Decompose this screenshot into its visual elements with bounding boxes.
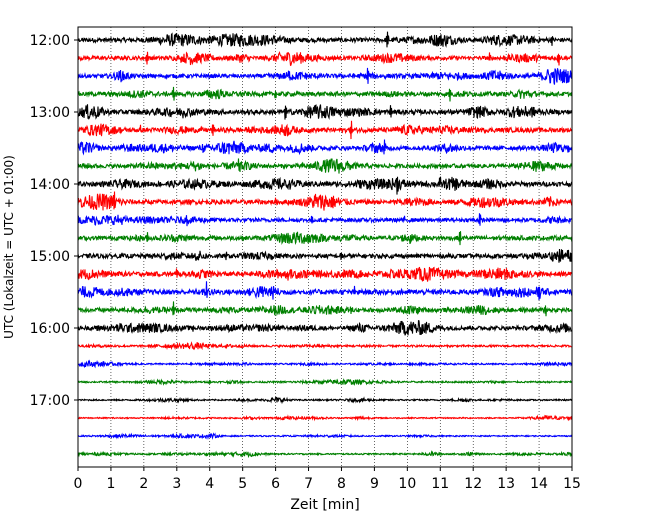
y-tick-label-15:00: 15:00 — [30, 249, 70, 265]
trace-1745 — [77, 449, 573, 459]
x-tick-label-0: 0 — [74, 476, 83, 492]
trace-1230 — [77, 67, 573, 85]
x-tick-label-12: 12 — [464, 476, 482, 492]
trace-1500 — [77, 248, 573, 263]
trace-1445 — [77, 231, 573, 246]
x-axis-label: Zeit [min] — [290, 497, 359, 513]
x-tick-label-3: 3 — [172, 476, 181, 492]
y-axis-ticks: 12:00 13:00 14:00 15:00 16:00 17:00 — [30, 33, 78, 409]
x-tick-label-13: 13 — [497, 476, 515, 492]
trace-1300 — [77, 104, 573, 121]
x-tick-label-1: 1 — [106, 476, 115, 492]
trace-1200 — [77, 31, 573, 48]
trace-1630 — [77, 359, 573, 369]
x-tick-label-5: 5 — [238, 476, 247, 492]
trace-1400 — [77, 176, 573, 195]
trace-1315 — [77, 120, 573, 140]
x-tick-label-7: 7 — [304, 476, 313, 492]
trace-1515 — [77, 266, 573, 282]
y-tick-label-17:00: 17:00 — [30, 393, 70, 409]
x-tick-label-11: 11 — [431, 476, 449, 492]
x-tick-label-6: 6 — [271, 476, 280, 492]
trace-1530 — [77, 281, 573, 301]
x-tick-label-15: 15 — [563, 476, 581, 492]
trace-1730 — [77, 432, 573, 440]
trace-1615 — [77, 341, 573, 351]
trace-1215 — [77, 50, 573, 67]
trace-1545 — [77, 301, 573, 317]
x-tick-label-2: 2 — [139, 476, 148, 492]
x-tick-label-10: 10 — [398, 476, 416, 492]
x-tick-label-9: 9 — [370, 476, 379, 492]
grid-layer — [110, 27, 540, 467]
y-tick-label-13:00: 13:00 — [30, 105, 70, 121]
trace-1415 — [77, 191, 573, 211]
x-tick-label-8: 8 — [337, 476, 346, 492]
trace-1645 — [77, 377, 573, 387]
trace-1715 — [77, 414, 573, 422]
y-tick-label-12:00: 12:00 — [30, 33, 70, 49]
trace-1430 — [77, 213, 573, 227]
y-axis-label: UTC (Lokalzeit = UTC + 01:00) — [2, 155, 16, 339]
plot-frame — [77, 26, 573, 468]
trace-1345 — [77, 158, 573, 174]
trace-1700 — [77, 396, 573, 405]
x-axis-ticks: 0 1 2 3 4 5 6 7 8 9 10 11 12 13 14 15 — [74, 467, 581, 492]
y-tick-label-16:00: 16:00 — [30, 321, 70, 337]
x-tick-label-14: 14 — [530, 476, 548, 492]
trace-1245 — [77, 86, 573, 102]
trace-1330 — [77, 139, 573, 156]
y-tick-label-14:00: 14:00 — [30, 177, 70, 193]
x-tick-label-4: 4 — [205, 476, 214, 492]
trace-layer — [77, 31, 573, 459]
trace-1600 — [77, 320, 573, 336]
